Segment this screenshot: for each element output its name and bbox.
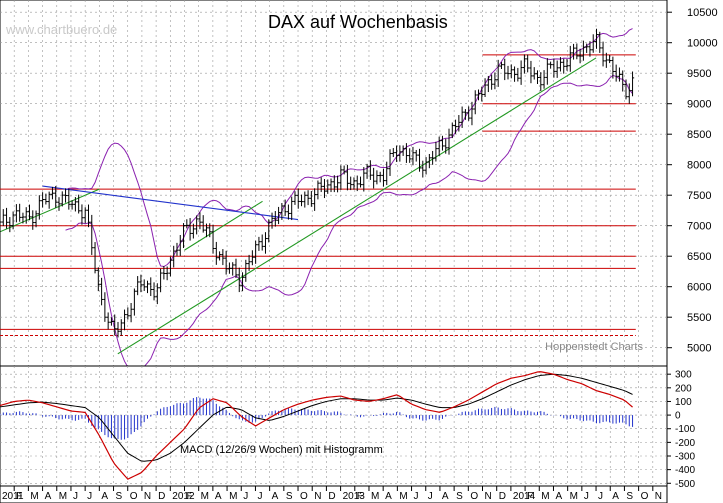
x-tick-label: F — [357, 491, 363, 502]
x-axis-frame — [0, 485, 668, 503]
macd-tick-label: -300 — [675, 452, 695, 463]
x-tick-label: 2011 — [2, 491, 24, 502]
x-tick-label: J — [584, 491, 589, 502]
x-tick-label: O — [470, 491, 478, 502]
uptrend-line-2012 — [184, 200, 263, 251]
x-tick-label: J — [243, 491, 248, 502]
price-tick-label: 7000 — [687, 221, 711, 233]
price-tick-label: 9500 — [687, 68, 711, 80]
x-tick-label: M — [541, 491, 549, 502]
x-tick-label: O — [300, 491, 308, 502]
price-y-axis: 5000 5500 6000 6500 7000 7500 8000 8500 9000 9500… — [667, 7, 718, 355]
macd-tick-label: -400 — [675, 465, 695, 476]
signal-line — [0, 373, 633, 462]
price-grid — [0, 0, 667, 366]
x-tick-label: A — [215, 491, 222, 502]
downtrend-line — [42, 185, 299, 221]
macd-tick-label: -200 — [675, 438, 695, 449]
x-tick-label: 2012 — [172, 491, 195, 502]
macd-line — [0, 371, 633, 480]
x-tick-label: 2014 — [513, 491, 536, 502]
price-tick-label: 10000 — [687, 38, 718, 50]
x-tick-label: F — [527, 491, 533, 502]
x-tick-label: N — [485, 491, 492, 502]
macd-tick-label: 0 — [675, 411, 681, 422]
x-tick-label: S — [456, 491, 463, 502]
x-tick-label: A — [385, 491, 392, 502]
x-tick-label: M — [201, 491, 209, 502]
lower-band — [65, 74, 633, 374]
price-tick-label: 5500 — [687, 312, 711, 324]
x-tick-label: S — [116, 491, 123, 502]
macd-grid — [0, 366, 667, 486]
x-tick-label: D — [328, 491, 335, 502]
macd-title: MACD (12/26/9 Wochen) mit Histogramm — [180, 444, 383, 456]
macd-panel: MACD (12/26/9 Wochen) mit Histogramm 300… — [0, 365, 695, 490]
x-tick-label: J — [73, 491, 78, 502]
upper-band — [65, 28, 633, 268]
macd-y-axis: 300 200 100 0 -100 -200 -300 -400 -500 — [667, 370, 695, 490]
macd-histogram — [0, 397, 634, 440]
credit-label: Hoppenstedt Charts — [545, 341, 643, 353]
macd-tick-label: -100 — [675, 424, 695, 435]
price-tick-label: 10500 — [687, 7, 718, 19]
x-tick-label: N — [144, 491, 151, 502]
price-tick-label: 7500 — [687, 190, 711, 202]
macd-tick-label: 200 — [675, 383, 692, 394]
x-tick-label: J — [414, 491, 419, 502]
x-tick-label: J — [428, 491, 433, 502]
x-tick-label: M — [371, 491, 379, 502]
x-tick-label: A — [555, 491, 562, 502]
x-tick-label: A — [45, 491, 52, 502]
x-tick-label: F — [186, 491, 192, 502]
x-tick-label: M — [570, 491, 578, 502]
price-tick-label: 8000 — [687, 160, 711, 172]
trend-lines — [0, 57, 597, 355]
price-plot-frame — [0, 0, 668, 367]
price-tick-label: 6500 — [687, 251, 711, 263]
x-tick-label: 2013 — [343, 491, 366, 502]
bollinger-bands — [65, 28, 633, 374]
x-tick-label: J — [598, 491, 603, 502]
x-tick-label: O — [130, 491, 138, 502]
macd-tick-label: 300 — [675, 370, 692, 381]
x-tick-label: A — [442, 491, 449, 502]
x-tick-label: D — [499, 491, 506, 502]
macd-tick-label: -500 — [675, 479, 695, 490]
chart-title: DAX auf Wochenbasis — [268, 12, 448, 32]
price-panel: DAX auf Wochenbasis www.chartbuero.de Ho… — [0, 0, 718, 374]
x-tick-label: M — [229, 491, 237, 502]
x-tick-label: A — [612, 491, 619, 502]
price-tick-label: 5000 — [687, 343, 711, 355]
price-tick-label: 8500 — [687, 129, 711, 141]
x-tick-label: M — [30, 491, 38, 502]
x-tick-label: A — [272, 491, 279, 502]
x-tick-label: S — [286, 491, 293, 502]
macd-tick-label: 100 — [675, 397, 692, 408]
uptrend-line-long — [117, 57, 597, 355]
x-tick-label: J — [257, 491, 262, 502]
x-tick-label: O — [641, 491, 649, 502]
price-bars — [0, 28, 635, 338]
uptrend-line-2011 — [0, 188, 100, 233]
x-tick-label: A — [101, 491, 108, 502]
x-tick-label: M — [59, 491, 67, 502]
macd-plot-frame — [0, 365, 668, 487]
price-tick-label: 9000 — [687, 99, 711, 111]
x-tick-label: N — [314, 491, 321, 502]
x-tick-label: F — [16, 491, 22, 502]
macd-lines — [0, 371, 633, 480]
x-tick-label: M — [399, 491, 407, 502]
x-tick-label: S — [626, 491, 633, 502]
x-tick-label: D — [158, 491, 165, 502]
x-tick-label: N — [655, 491, 662, 502]
price-tick-label: 6000 — [687, 282, 711, 294]
watermark: www.chartbuero.de — [5, 22, 117, 37]
x-tick-label: J — [87, 491, 92, 502]
